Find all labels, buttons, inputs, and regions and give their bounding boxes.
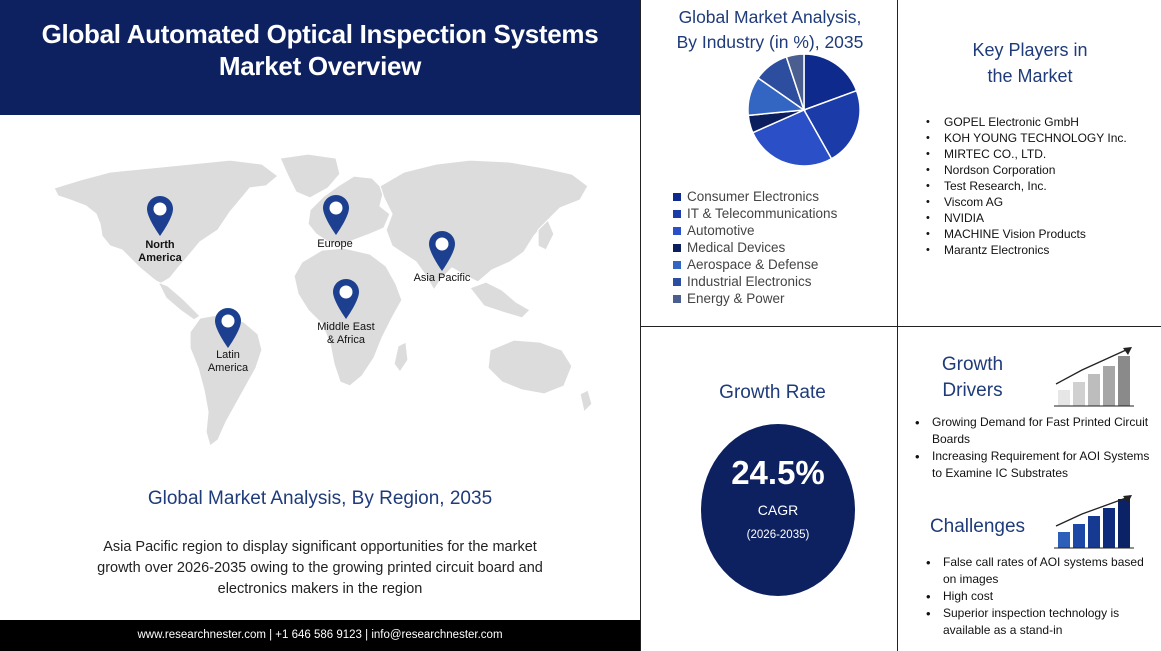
legend-label: Energy & Power xyxy=(687,291,785,306)
map-madagascar xyxy=(393,341,409,374)
map-africa xyxy=(293,247,403,387)
map-south-america xyxy=(189,313,263,448)
key-players-list: GOPEL Electronic GmbHKOH YOUNG TECHNOLOG… xyxy=(926,114,1127,258)
title-banner: Global Automated Optical Inspection Syst… xyxy=(0,0,640,115)
legend-swatch xyxy=(673,209,681,218)
region-analysis-heading: Global Market Analysis, By Region, 2035 xyxy=(147,488,493,509)
page-title-line1: Global Automated Optical Inspection Syst… xyxy=(41,19,599,49)
legend-swatch xyxy=(673,277,681,286)
key-player-item: GOPEL Electronic GmbH xyxy=(926,114,1127,130)
map-europe xyxy=(307,175,391,247)
legend-label: Aerospace & Defense xyxy=(687,257,819,272)
legend-label: Medical Devices xyxy=(687,240,786,255)
map-japan xyxy=(537,218,555,251)
cagr-label: CAGR xyxy=(757,502,799,518)
pie-slice-energy-power xyxy=(785,53,805,111)
cagr-value: 24.5% xyxy=(731,454,825,491)
map-new-zealand xyxy=(579,389,593,414)
challenge-item: False call rates of AOI systems based on… xyxy=(926,554,1153,588)
map-australia xyxy=(487,339,573,395)
legend-item: Industrial Electronics xyxy=(673,273,837,290)
contact-footer: www.researchnester.com | +1 646 586 9123… xyxy=(0,620,640,651)
map-asia xyxy=(379,159,589,292)
divider-left xyxy=(640,0,641,651)
north-america-pin-icon xyxy=(147,196,173,236)
growth-bars-icon xyxy=(1054,347,1134,407)
challenge-item: High cost xyxy=(926,588,1153,605)
key-players-title: Key Players in the Market xyxy=(972,40,1088,86)
legend-label: Automotive xyxy=(687,223,755,238)
region-analysis-description: Asia Pacific region to display significa… xyxy=(97,539,543,597)
legend-swatch xyxy=(673,260,681,269)
challenge-item: Superior inspection technology is availa… xyxy=(926,605,1153,639)
industry-chart-title: Global Market Analysis, By Industry (in … xyxy=(676,7,864,52)
page-title-line2: Market Overview xyxy=(218,51,422,81)
growth-driver-item: Growing Demand for Fast Printed Circuit … xyxy=(915,414,1152,448)
legend-swatch xyxy=(673,226,681,235)
legend-item: Medical Devices xyxy=(673,239,837,256)
key-player-item: MACHINE Vision Products xyxy=(926,226,1127,242)
growth-rate-title: Growth Rate xyxy=(719,382,826,403)
challenges-list: False call rates of AOI systems based on… xyxy=(926,554,1153,639)
map-southeast-asia xyxy=(469,281,531,319)
legend-swatch xyxy=(673,243,681,252)
map-greenland xyxy=(279,153,341,199)
cagr-badge: 24.5% CAGR (2026-2035) xyxy=(701,424,855,596)
legend-item: Energy & Power xyxy=(673,290,837,307)
legend-item: Aerospace & Defense xyxy=(673,256,837,273)
growth-drivers-title: Growth Drivers xyxy=(941,354,1004,401)
middle-east-africa-pin-icon xyxy=(333,279,359,319)
region-label-north-america: North America xyxy=(138,239,182,264)
industry-pie-chart xyxy=(747,53,861,167)
cagr-period: (2026-2035) xyxy=(746,529,810,541)
asia-pacific-pin-icon xyxy=(429,231,455,271)
legend-swatch xyxy=(673,294,681,303)
challenge-bars-icon xyxy=(1054,495,1134,549)
legend-label: Industrial Electronics xyxy=(687,274,812,289)
challenges-title: Challenges xyxy=(929,516,1026,537)
region-panel: Global Automated Optical Inspection Syst… xyxy=(0,0,640,651)
legend-item: Automotive xyxy=(673,222,837,239)
key-player-item: Nordson Corporation xyxy=(926,162,1127,178)
region-label-latin-america: Latin America xyxy=(207,349,249,374)
growth-drivers-list: Growing Demand for Fast Printed Circuit … xyxy=(915,414,1152,482)
legend-swatch xyxy=(673,192,681,201)
europe-pin-icon xyxy=(323,195,349,235)
region-label-middle-east-africa: Middle East & Africa xyxy=(317,321,375,346)
key-player-item: KOH YOUNG TECHNOLOGY Inc. xyxy=(926,130,1127,146)
legend-label: IT & Telecommunications xyxy=(687,206,838,221)
divider-middle xyxy=(897,0,898,651)
key-player-item: MIRTEC CO., LTD. xyxy=(926,146,1127,162)
key-player-item: NVIDIA xyxy=(926,210,1127,226)
legend-item: Consumer Electronics xyxy=(673,188,837,205)
map-central-america xyxy=(156,280,201,321)
key-player-item: Viscom AG xyxy=(926,194,1127,210)
key-player-item: Marantz Electronics xyxy=(926,242,1127,258)
latin-america-pin-icon xyxy=(215,308,241,348)
region-label-asia-pacific: Asia Pacific xyxy=(413,272,471,284)
world-map xyxy=(53,153,593,448)
legend-item: IT & Telecommunications xyxy=(673,205,837,222)
pie-slice-consumer-electronics xyxy=(803,53,858,112)
industry-legend: Consumer Electronics IT & Telecommunicati… xyxy=(673,188,837,307)
growth-driver-item: Increasing Requirement for AOI Systems t… xyxy=(915,448,1152,482)
region-label-europe: Europe xyxy=(317,238,353,250)
pie-slice-it-telecommunications xyxy=(802,89,861,160)
legend-label: Consumer Electronics xyxy=(687,189,820,204)
divider-horizontal xyxy=(641,326,1161,327)
key-player-item: Test Research, Inc. xyxy=(926,178,1127,194)
